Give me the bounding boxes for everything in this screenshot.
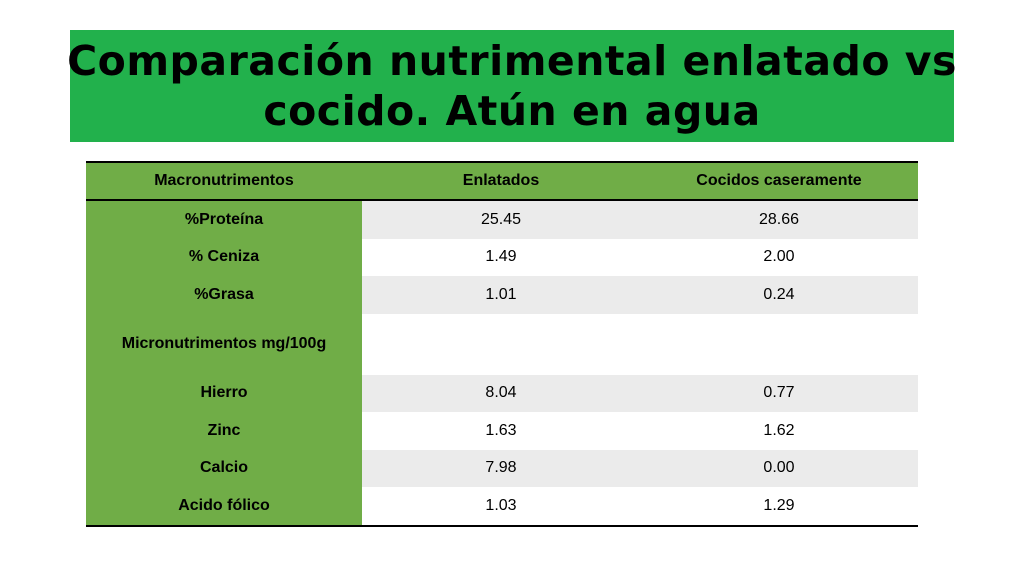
table-row: %Proteína 25.45 28.66 xyxy=(86,200,918,239)
cocidos-value: 2.00 xyxy=(640,238,918,276)
enlatados-value: 7.98 xyxy=(362,449,640,487)
table-row: %Grasa 1.01 0.24 xyxy=(86,276,918,314)
table-header: Macronutrimentos Enlatados Cocidos caser… xyxy=(86,162,918,200)
enlatados-value xyxy=(362,313,640,375)
cocidos-value: 0.77 xyxy=(640,374,918,412)
row-label: Hierro xyxy=(86,374,362,412)
cocidos-value: 0.00 xyxy=(640,449,918,487)
row-label: % Ceniza xyxy=(86,238,362,276)
row-label: Acido fólico xyxy=(86,487,362,526)
table-row: Zinc 1.63 1.62 xyxy=(86,412,918,450)
nutrition-comparison-table: Macronutrimentos Enlatados Cocidos caser… xyxy=(86,161,918,527)
cocidos-value xyxy=(640,313,918,375)
table-row: Acido fólico 1.03 1.29 xyxy=(86,487,918,526)
enlatados-value: 1.03 xyxy=(362,487,640,526)
header-macronutrimentos: Macronutrimentos xyxy=(154,172,294,189)
enlatados-value: 8.04 xyxy=(362,374,640,412)
table-row: Calcio 7.98 0.00 xyxy=(86,449,918,487)
table-row: Hierro 8.04 0.77 xyxy=(86,374,918,412)
row-label: %Grasa xyxy=(86,276,362,314)
cocidos-value: 1.62 xyxy=(640,412,918,450)
enlatados-value: 25.45 xyxy=(362,200,640,239)
row-label: Zinc xyxy=(86,412,362,450)
header-enlatados: Enlatados xyxy=(462,172,540,189)
enlatados-value: 1.63 xyxy=(362,412,640,450)
enlatados-value: 1.01 xyxy=(362,276,640,314)
slide-title-line-1: Comparación nutrimental enlatado vs xyxy=(67,37,957,85)
slide-title-line-2: cocido. Atún en agua xyxy=(263,87,761,135)
table-header-row: Macronutrimentos Enlatados Cocidos caser… xyxy=(86,162,918,200)
row-label: %Proteína xyxy=(86,200,362,239)
section-label: Micronutrimentos mg/100g xyxy=(86,313,362,375)
section-row-micronutrimentos: Micronutrimentos mg/100g xyxy=(86,313,918,375)
table-body: %Proteína 25.45 28.66 % Ceniza 1.49 2.00… xyxy=(86,200,918,526)
cocidos-value: 0.24 xyxy=(640,276,918,314)
title-banner: Comparación nutrimental enlatado vs coci… xyxy=(67,30,957,142)
table-row: % Ceniza 1.49 2.00 xyxy=(86,238,918,276)
row-label: Calcio xyxy=(86,449,362,487)
cocidos-value: 28.66 xyxy=(640,200,918,239)
cocidos-value: 1.29 xyxy=(640,487,918,526)
enlatados-value: 1.49 xyxy=(362,238,640,276)
header-cocidos: Cocidos caseramente xyxy=(696,172,862,189)
